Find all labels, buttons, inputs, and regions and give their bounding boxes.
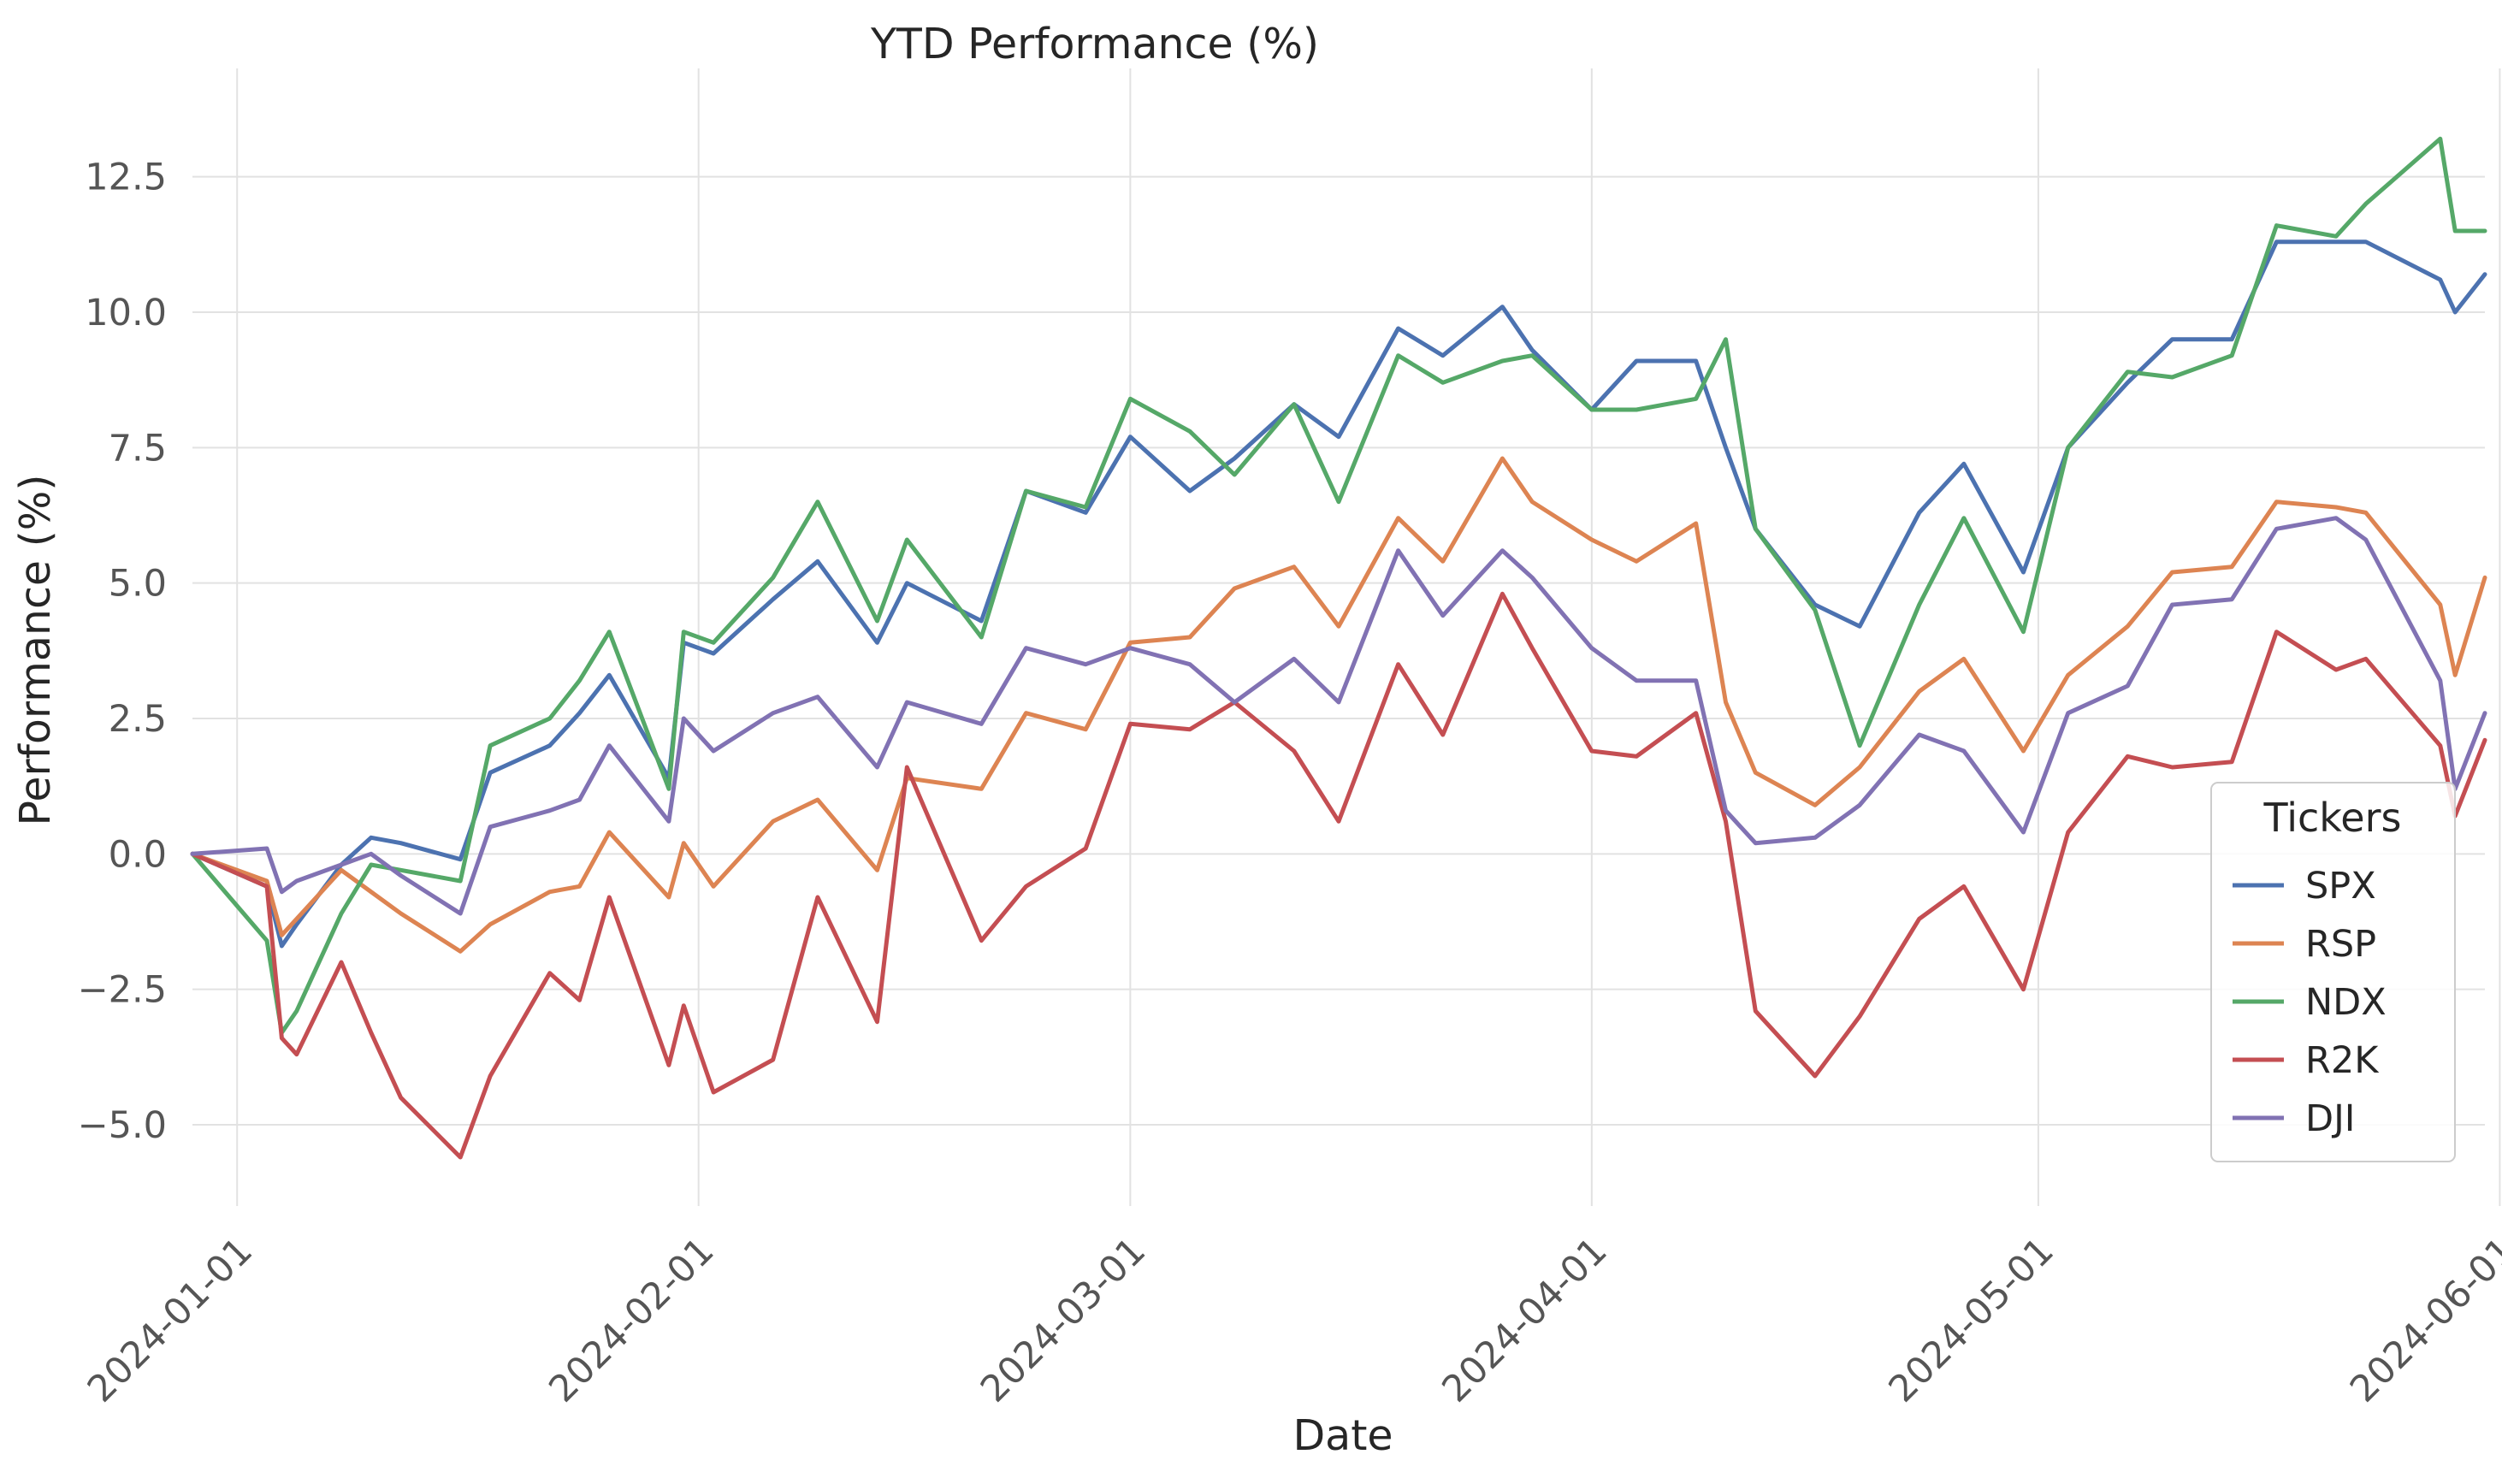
y-tick-label: 5.0 — [109, 563, 167, 606]
legend-label-r2k: R2K — [2305, 1039, 2380, 1082]
y-axis-ticks: −5.0 −2.5 0.0 2.5 5.0 7.5 10.0 12.5 — [78, 157, 167, 1147]
y-tick-label: 12.5 — [85, 157, 167, 199]
legend-items: SPX RSP NDX R2K DJI — [2233, 865, 2387, 1140]
grid — [192, 68, 2501, 1206]
series-line-r2k — [190, 591, 2487, 1160]
legend-label-dji: DJI — [2305, 1097, 2355, 1140]
y-axis-label: Performance (%) — [11, 475, 60, 826]
legend-frame — [2210, 782, 2456, 1162]
y-tick-label: 10.0 — [85, 292, 167, 334]
legend: Tickers SPX RSP NDX R2K DJI — [2210, 782, 2456, 1162]
series-line-dji — [190, 516, 2487, 916]
y-tick-label: 0.0 — [109, 833, 167, 876]
chart-title: YTD Performance (%) — [870, 20, 1319, 68]
series-line-rsp — [190, 456, 2487, 954]
y-tick-label: −5.0 — [78, 1104, 167, 1147]
y-tick-label: 7.5 — [109, 427, 167, 470]
legend-label-spx: SPX — [2305, 865, 2376, 908]
x-axis-label: Date — [1292, 1411, 1393, 1460]
series-line-ndx — [190, 136, 2487, 1035]
legend-label-rsp: RSP — [2305, 923, 2376, 966]
series-layer — [190, 136, 2487, 1160]
y-tick-label: 2.5 — [109, 698, 167, 741]
legend-title: Tickers — [2263, 795, 2402, 841]
y-tick-label: −2.5 — [78, 969, 167, 1012]
legend-label-ndx: NDX — [2305, 981, 2387, 1024]
